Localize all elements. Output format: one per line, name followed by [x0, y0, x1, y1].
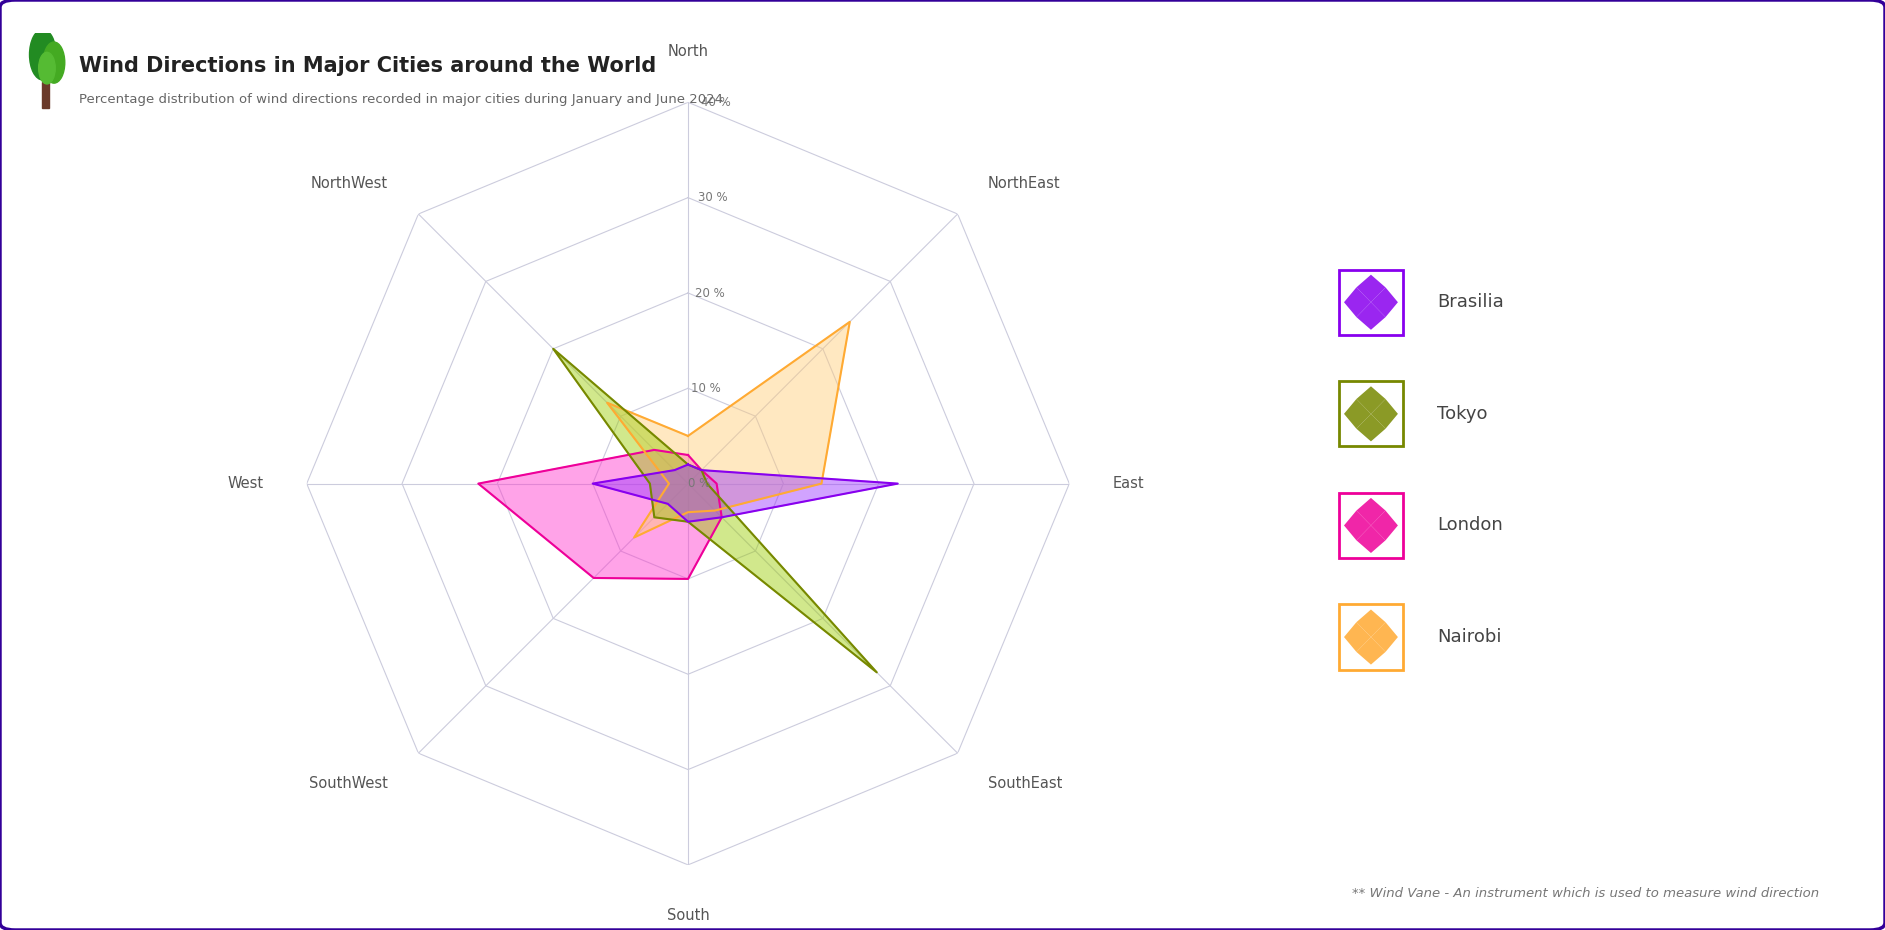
Bar	[1338, 604, 1402, 670]
Text: NorthEast: NorthEast	[988, 176, 1061, 192]
Polygon shape	[1357, 525, 1385, 553]
Polygon shape	[1370, 511, 1399, 540]
Circle shape	[30, 30, 57, 80]
Polygon shape	[1357, 498, 1385, 525]
Polygon shape	[1370, 399, 1399, 429]
Text: ** Wind Vane - An instrument which is used to measure wind direction: ** Wind Vane - An instrument which is us…	[1352, 887, 1819, 900]
Text: 30 %: 30 %	[697, 192, 728, 205]
Text: SouthEast: SouthEast	[988, 776, 1063, 791]
Polygon shape	[607, 322, 850, 538]
Text: Nairobi: Nairobi	[1436, 628, 1502, 646]
Text: 10 %: 10 %	[692, 382, 722, 395]
Text: 40 %: 40 %	[701, 96, 731, 109]
Bar	[1338, 493, 1402, 558]
Polygon shape	[1357, 386, 1385, 414]
Text: Wind Directions in Major Cities around the World: Wind Directions in Major Cities around t…	[79, 56, 656, 76]
Polygon shape	[1344, 287, 1370, 317]
Bar	[1338, 381, 1402, 446]
Polygon shape	[1357, 609, 1385, 637]
Circle shape	[38, 52, 55, 84]
Polygon shape	[479, 450, 722, 578]
Polygon shape	[1357, 274, 1385, 302]
Polygon shape	[1357, 302, 1385, 330]
Circle shape	[43, 42, 64, 83]
Text: SouthWest: SouthWest	[309, 776, 388, 791]
Text: South: South	[667, 908, 709, 923]
Polygon shape	[1370, 287, 1399, 317]
Text: West: West	[228, 476, 264, 491]
Text: East: East	[1112, 476, 1144, 491]
Polygon shape	[1344, 399, 1370, 429]
Text: Tokyo: Tokyo	[1436, 405, 1487, 423]
Text: Percentage distribution of wind directions recorded in major cities during Janua: Percentage distribution of wind directio…	[79, 93, 728, 106]
Polygon shape	[1344, 622, 1370, 652]
Polygon shape	[592, 465, 897, 522]
Text: North: North	[667, 45, 709, 60]
Text: 20 %: 20 %	[696, 286, 724, 299]
Bar	[41, 83, 49, 108]
Text: NorthWest: NorthWest	[311, 176, 388, 192]
Polygon shape	[1370, 622, 1399, 652]
Text: London: London	[1436, 516, 1502, 535]
Bar	[1338, 270, 1402, 335]
Polygon shape	[552, 349, 877, 672]
Polygon shape	[1357, 637, 1385, 665]
Text: 0 %: 0 %	[688, 477, 711, 490]
Polygon shape	[1344, 511, 1370, 540]
Polygon shape	[1357, 414, 1385, 442]
Text: Brasilia: Brasilia	[1436, 293, 1504, 312]
